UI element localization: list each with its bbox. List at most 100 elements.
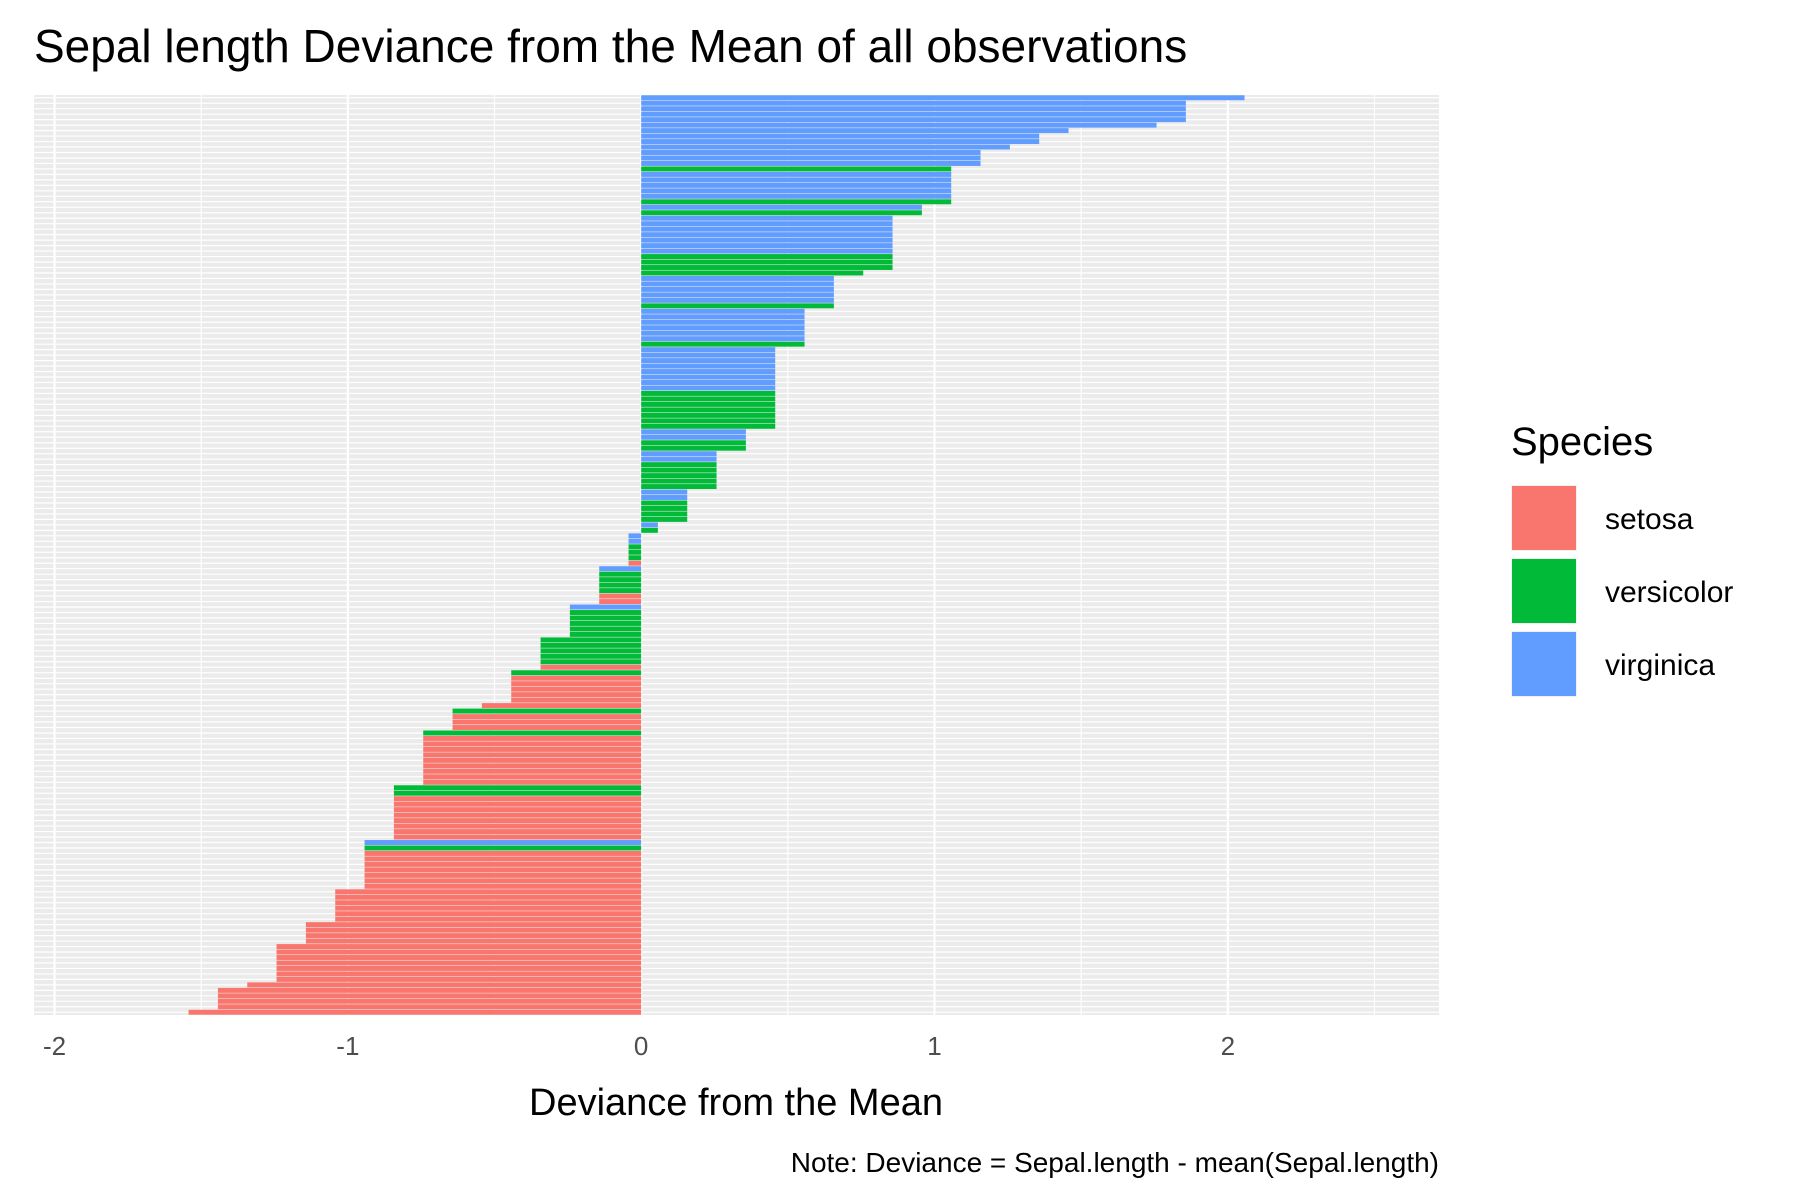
bar-virginica [641, 275, 834, 281]
bar-versicolor [641, 478, 717, 484]
bar-virginica [641, 489, 688, 495]
bar-virginica [641, 325, 805, 331]
bar-versicolor [599, 582, 642, 588]
bar-versicolor [641, 254, 893, 260]
bar-setosa [511, 675, 642, 681]
x-tick-labels: -2 -1 0 1 2 [43, 1031, 1235, 1061]
x-tick-label: -2 [43, 1031, 66, 1061]
bar-setosa [452, 725, 642, 730]
bar-virginica [641, 292, 834, 298]
bar-virginica [641, 117, 1186, 123]
bar-versicolor [641, 341, 805, 347]
bar-setosa [335, 905, 642, 911]
bar-virginica [569, 604, 642, 610]
bar-versicolor [641, 407, 776, 413]
bar-versicolor [511, 670, 642, 676]
bar-virginica [641, 221, 893, 227]
bar-virginica [641, 106, 1186, 112]
bar-setosa [276, 949, 642, 955]
bar-virginica [641, 232, 893, 238]
bar-versicolor [628, 555, 642, 561]
bar-versicolor [540, 653, 642, 659]
bar-virginica [641, 297, 834, 303]
legend: Species setosa versicolor virginica [1511, 420, 1733, 697]
x-tick-label: 2 [1221, 1031, 1235, 1061]
bar-versicolor [452, 708, 642, 714]
bar-versicolor [599, 577, 642, 583]
plot-panel [34, 95, 1439, 1015]
bar-virginica [641, 128, 1069, 134]
bar-setosa [217, 993, 642, 999]
bar-virginica [628, 533, 642, 539]
bar-versicolor [641, 516, 688, 522]
bar-virginica [641, 434, 746, 440]
bar-setosa [305, 933, 642, 939]
bar-versicolor [641, 270, 864, 276]
bar-setosa [599, 599, 642, 605]
bar-versicolor [569, 626, 642, 632]
bar-versicolor [641, 418, 776, 424]
bar-versicolor [641, 390, 776, 396]
bar-layer [188, 95, 1245, 1015]
bar-versicolor [641, 199, 952, 205]
bar-virginica [641, 150, 981, 155]
bar-virginica [641, 286, 834, 292]
bar-setosa [217, 998, 642, 1004]
bar-virginica [641, 248, 893, 254]
bar-virginica [641, 369, 776, 375]
bar-virginica [641, 522, 658, 528]
bar-setosa [481, 703, 642, 709]
bar-setosa [511, 686, 642, 692]
bar-virginica [641, 111, 1186, 117]
bar-setosa [393, 823, 642, 829]
bar-versicolor [540, 659, 642, 665]
bar-versicolor [641, 401, 776, 407]
legend-label-virginica: virginica [1605, 649, 1715, 682]
bar-virginica [641, 358, 776, 364]
bar-versicolor [641, 166, 952, 172]
bar-setosa [511, 692, 642, 698]
bar-versicolor [641, 265, 893, 270]
bar-versicolor [641, 303, 834, 309]
x-tick-label: 1 [927, 1031, 941, 1061]
bar-setosa [217, 1004, 642, 1010]
bar-versicolor [569, 631, 642, 637]
bar-virginica [641, 182, 952, 188]
bar-setosa [511, 697, 642, 703]
bar-versicolor [641, 505, 688, 511]
bar-setosa [540, 664, 642, 670]
x-axis-label: Deviance from the Mean [529, 1082, 943, 1124]
bar-virginica [641, 429, 746, 435]
bar-virginica [641, 314, 805, 320]
bar-versicolor [641, 259, 893, 265]
legend-swatch-virginica [1512, 632, 1576, 696]
bar-setosa [599, 593, 642, 599]
bar-versicolor [641, 484, 717, 490]
bar-setosa [276, 976, 642, 982]
bar-setosa [305, 927, 642, 933]
bar-setosa [276, 965, 642, 971]
bar-versicolor [569, 610, 642, 615]
legend-label-setosa: setosa [1605, 503, 1694, 536]
bar-virginica [641, 171, 952, 177]
bar-setosa [423, 735, 642, 741]
bar-setosa [276, 944, 642, 950]
bar-setosa [247, 982, 642, 988]
bar-virginica [641, 204, 922, 210]
bar-virginica [641, 177, 952, 183]
bar-setosa [393, 818, 642, 824]
bar-setosa [305, 938, 642, 944]
bar-versicolor [540, 637, 642, 643]
bar-versicolor [641, 412, 776, 418]
bar-versicolor [569, 620, 642, 626]
plot-background [34, 95, 1439, 1015]
x-tick-label: 0 [634, 1031, 648, 1061]
bar-virginica [641, 281, 834, 287]
bar-virginica [599, 566, 642, 572]
bar-versicolor [641, 462, 717, 468]
bar-setosa [364, 878, 642, 884]
bar-setosa [364, 850, 642, 856]
bar-versicolor [628, 549, 642, 555]
bar-virginica [641, 193, 952, 199]
